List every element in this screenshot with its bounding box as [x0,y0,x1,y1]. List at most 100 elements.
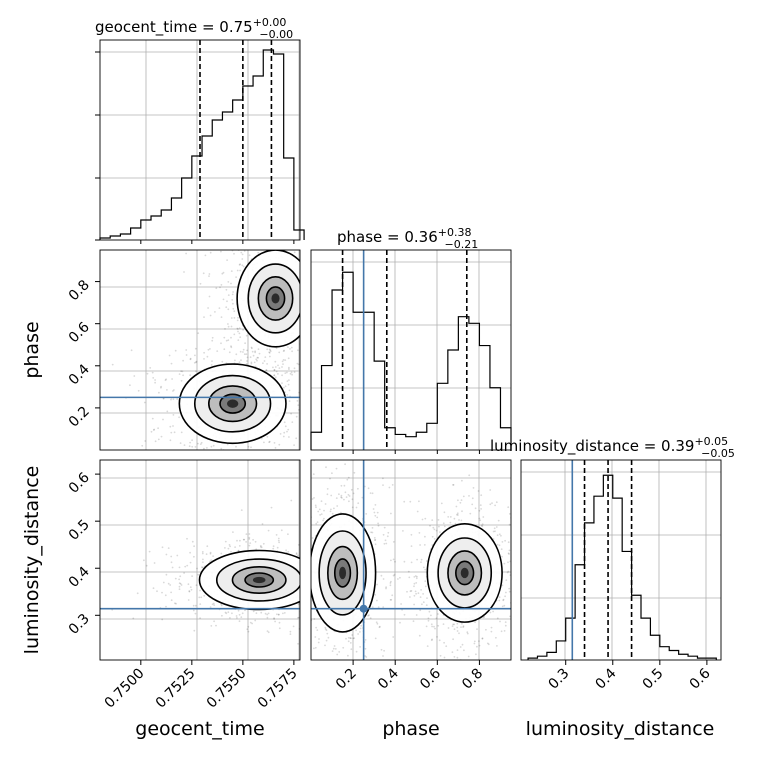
xtick-label: 0.7575 [255,666,301,712]
scatter-point [183,444,186,446]
scatter-point [308,576,310,578]
scatter-point [457,499,459,502]
scatter-point [502,599,505,602]
scatter-point [301,563,303,565]
scatter-point [367,614,369,617]
scatter-point [442,522,445,525]
scatter-point [286,371,288,374]
scatter-point [383,526,386,529]
scatter-point [433,528,436,531]
scatter-point [452,484,454,486]
scatter-point [217,451,219,453]
scatter-point [516,581,518,583]
scatter-point [178,566,181,569]
scatter-point [231,462,233,464]
scatter-point [269,349,272,352]
scatter-point [284,385,287,388]
scatter-point [421,518,424,521]
scatter-point [189,551,192,554]
scatter-point [480,494,483,497]
scatter-point [318,638,320,640]
scatter-point [274,447,277,449]
scatter-point [347,493,350,496]
scatter-point [371,611,373,613]
scatter-point [296,231,298,233]
scatter-point [315,241,317,243]
scatter-point [331,472,333,475]
scatter-point [295,553,298,556]
scatter-point [313,703,315,705]
scatter-point [304,345,306,347]
scatter-point [197,573,200,576]
scatter-point [263,453,265,455]
scatter-point [286,394,289,396]
scatter-point [248,460,250,462]
scatter-point [329,510,332,513]
scatter-point [190,588,193,591]
scatter-point [313,317,315,319]
scatter-point [392,636,395,638]
scatter-point [433,538,436,540]
scatter-point [409,500,412,503]
scatter-point [212,602,215,605]
title-luminosity-distance: luminosity_distance = 0.39+0.05 −0.05 [490,435,735,460]
scatter-point [170,398,172,401]
scatter-point [323,517,325,520]
scatter-point [471,497,474,500]
scatter-point [487,643,490,646]
scatter-point [327,230,329,232]
ytick-label: 0.5 [66,517,93,544]
scatter-point [377,606,380,608]
scatter-point [245,541,248,543]
scatter-point [221,614,223,617]
scatter-point [224,547,226,549]
scatter-point [268,475,270,477]
scatter-point [225,339,228,342]
hist-luminosity-distance [527,474,717,660]
scatter-point [227,308,230,311]
ytick-label: 0.6 [66,470,93,497]
scatter-point [437,613,439,615]
scatter-point [319,294,321,296]
scatter-point [443,641,445,644]
scatter-point [233,333,236,336]
scatter-point [286,380,289,383]
ytick-label: 0.3 [66,611,93,638]
scatter-point [281,382,283,384]
scatter-point [388,486,391,489]
scatter-point [350,488,353,491]
scatter-point [501,584,504,587]
scatter-point [241,253,244,256]
ytick-label: 0.6 [66,319,93,346]
scatter-point [368,614,370,616]
truth-marker [359,604,368,613]
scatter-point [332,661,334,663]
scatter-point [410,590,413,592]
scatter-point [453,656,456,658]
scatter-point [306,576,308,578]
scatter-point [303,524,305,526]
scatter-point [305,592,307,594]
scatter-point [172,398,175,401]
scatter-point [420,589,422,591]
scatter-point [209,552,212,555]
scatter-point [306,544,308,546]
scatter-point [293,371,296,373]
scatter-point [409,590,412,593]
scatter-point [478,644,481,647]
scatter-point [283,243,285,245]
scatter-point [283,386,285,389]
scatter-point [282,359,285,361]
scatter-point [422,566,425,569]
scatter-point [288,379,290,381]
scatter-point [424,580,427,583]
scatter-point [332,417,334,419]
scatter-point [513,511,515,513]
frame-phase-vs-luminosity-distance [310,459,512,661]
scatter-point [234,242,236,244]
scatter-point [210,445,213,448]
scatter-point [273,618,275,620]
scatter-point [186,537,188,540]
title-text: luminosity_distance = 0.39 [490,437,694,456]
scatter-point [423,544,426,546]
